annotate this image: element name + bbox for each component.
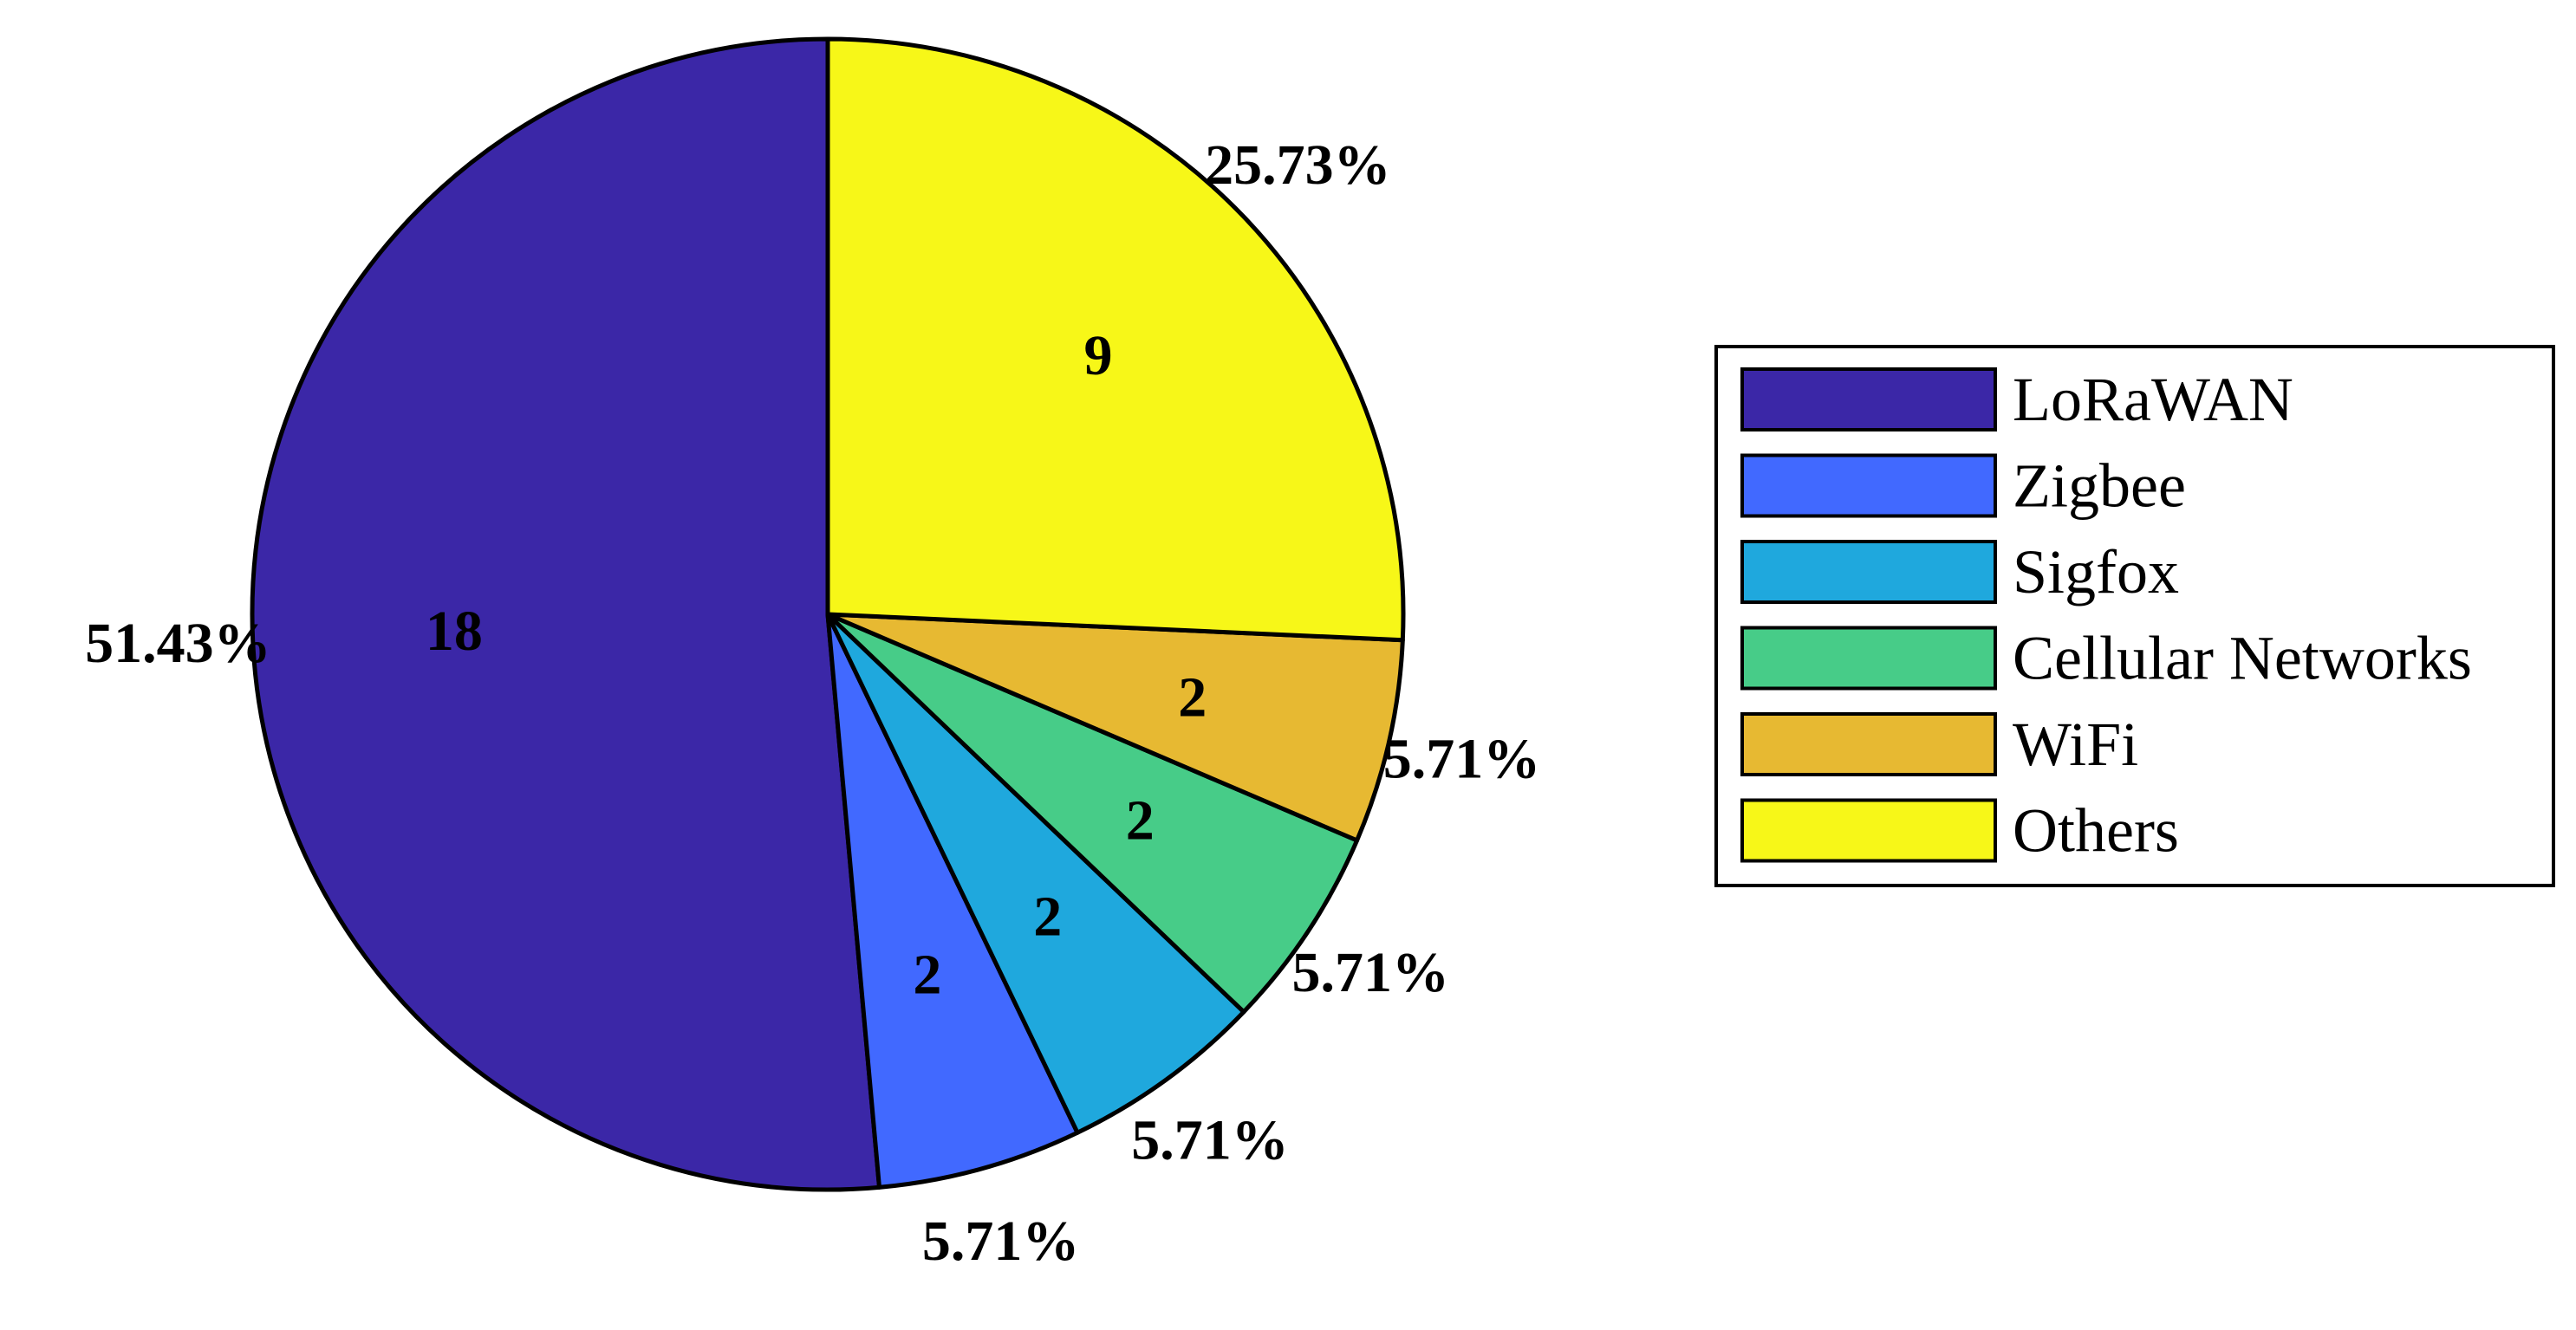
slice-count-label: 2 [1126,788,1155,852]
legend-label-lorawan: LoRaWAN [2013,365,2293,434]
slice-percent-label: 25.73% [1205,133,1391,197]
legend-box [1714,345,2555,887]
legend-swatch-others [1740,798,1997,863]
slice-percent-label: 5.71% [1383,727,1541,790]
legend-label-wifi: WiFi [2013,710,2138,779]
slice-count-label: 2 [913,944,941,1007]
pie-labels: 18 51.43% 2 5.71% 2 5.71% 2 5.71% 2 5.71% 9 25.73% [85,133,1540,1273]
pie-slices [250,36,1406,1192]
pie-slice-sigfox [825,612,1246,1135]
slice-count-label: 9 [1083,324,1112,387]
slice-count-label: 2 [1178,666,1207,730]
legend-swatch-cellular-networks [1740,626,1997,691]
pie-slice-cellular-networks [825,612,1360,1015]
pie-slice-wifi [825,612,1405,843]
legend-swatch-sigfox [1740,540,1997,604]
pie-slice-others [825,36,1406,643]
slice-count-label: 18 [426,600,483,663]
slice-percent-label: 5.71% [1291,941,1449,1004]
legend-swatch-lorawan [1740,367,1997,431]
slice-percent-label: 51.43% [85,612,271,675]
legend-label-others: Others [2013,796,2179,866]
legend-label-sigfox: Sigfox [2013,537,2179,607]
legend-swatch-wifi [1740,712,1997,776]
pie-slice-lorawan [250,36,882,1192]
slice-percent-label: 5.71% [922,1210,1080,1273]
legend-label-zigbee: Zigbee [2013,451,2186,521]
slice-count-label: 2 [1033,886,1062,949]
pie-slice-zigbee [825,612,1080,1190]
legend-swatch-zigbee [1740,453,1997,518]
legend: LoRaWAN Zigbee Sigfox Cellular Networks WiFi… [1714,345,2555,887]
legend-label-cellular-networks: Cellular Networks [2013,624,2472,693]
slice-percent-label: 5.71% [1131,1109,1289,1172]
